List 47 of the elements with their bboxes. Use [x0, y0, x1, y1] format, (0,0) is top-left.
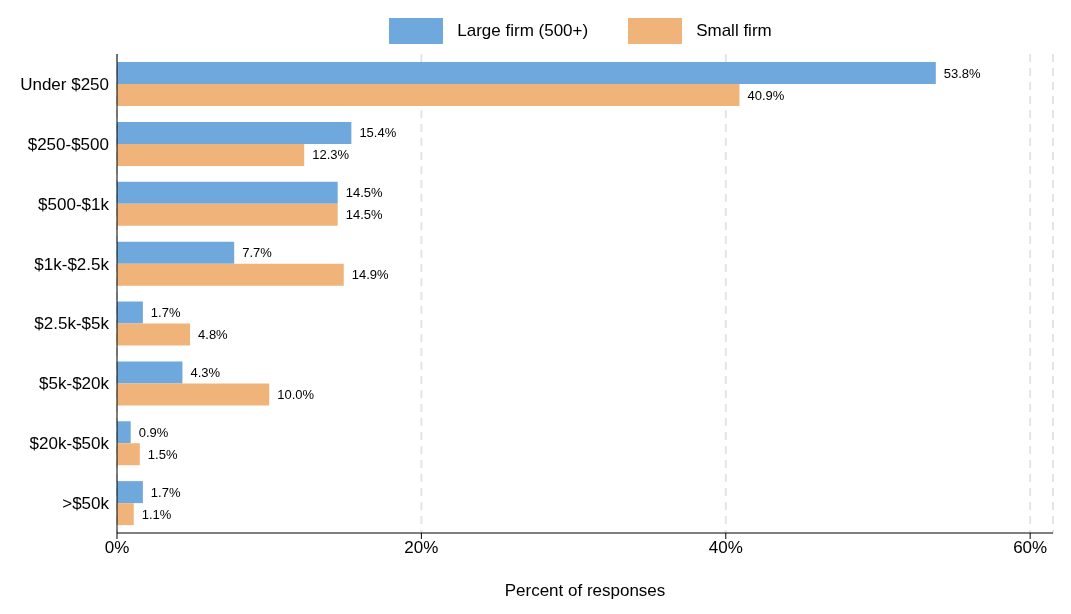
data-label: 40.9%	[747, 87, 785, 103]
bar	[117, 443, 140, 466]
y-tick-label: $250-$500	[27, 134, 109, 154]
x-axis-title: Percent of responses	[504, 581, 666, 600]
x-tick-label: 20%	[404, 538, 439, 558]
bar	[117, 143, 305, 166]
bar	[117, 361, 183, 384]
y-tick-label: Under $250	[20, 74, 109, 94]
y-tick-label: $1k-$2.5k	[34, 254, 110, 274]
x-tick-label: 40%	[708, 538, 743, 558]
data-label: 15.4%	[359, 125, 397, 141]
data-label: 1.7%	[150, 305, 181, 320]
legend-label: Large firm (500+)	[457, 21, 589, 41]
y-tick-label: $500-$1k	[38, 194, 110, 214]
bar	[117, 181, 338, 204]
bar	[117, 203, 338, 226]
data-label: 53.8%	[943, 65, 982, 81]
data-label: 4.8%	[198, 327, 229, 342]
data-label: 7.7%	[242, 245, 273, 261]
data-label: 1.5%	[147, 446, 178, 462]
data-label: 14.5%	[345, 207, 383, 223]
bar	[117, 421, 131, 444]
y-tick-label: >$50k	[62, 494, 110, 514]
x-tick-label: 0%	[104, 538, 130, 558]
data-label: 1.1%	[141, 506, 172, 522]
bar	[117, 481, 143, 504]
bar	[117, 84, 740, 106]
y-tick-label: $20k-$50k	[29, 434, 110, 454]
x-tick-label: 60%	[1013, 538, 1048, 558]
bar	[117, 301, 143, 324]
data-label: 12.3%	[312, 147, 350, 163]
bar	[117, 383, 270, 406]
data-label: 10.0%	[277, 386, 315, 402]
bar	[117, 503, 134, 526]
bar	[117, 62, 936, 84]
data-label: 1.7%	[150, 484, 181, 500]
bar	[117, 323, 191, 346]
bar	[117, 263, 344, 286]
legend-label: Small firm	[696, 21, 772, 41]
bar	[117, 241, 235, 264]
y-tick-label: $5k-$20k	[39, 374, 110, 394]
bar	[117, 121, 352, 144]
data-label: 14.9%	[351, 267, 390, 283]
data-label: 0.9%	[138, 424, 169, 440]
y-tick-label: $2.5k-$5k	[34, 314, 110, 334]
data-label: 14.5%	[345, 185, 383, 201]
data-label: 4.3%	[190, 364, 221, 380]
